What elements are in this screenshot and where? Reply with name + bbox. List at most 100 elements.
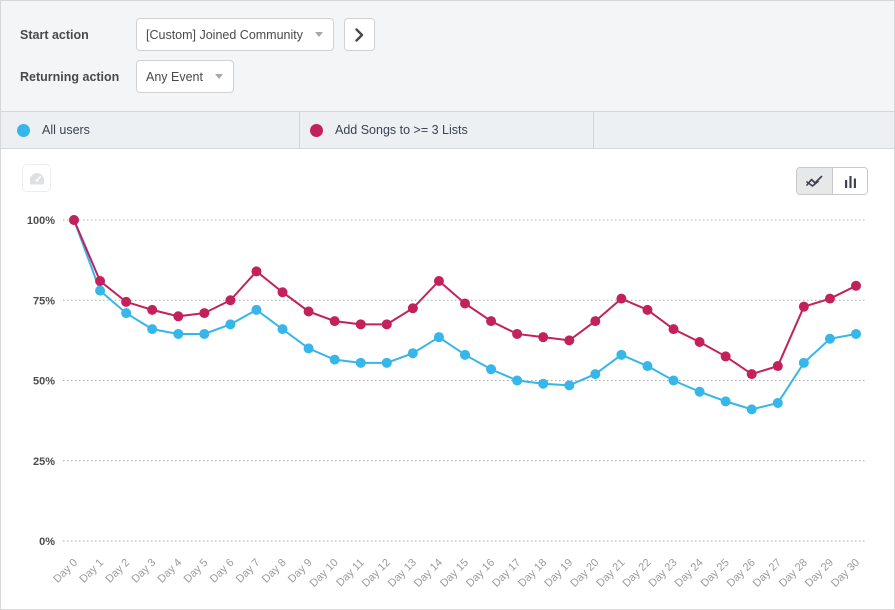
data-point[interactable] bbox=[278, 324, 288, 334]
returning-action-row: Returning action Any Event bbox=[20, 60, 234, 93]
data-point[interactable] bbox=[825, 294, 835, 304]
data-point[interactable] bbox=[669, 376, 679, 386]
data-point[interactable] bbox=[642, 305, 652, 315]
x-axis-label: Day 10 bbox=[308, 557, 341, 590]
data-point[interactable] bbox=[538, 332, 548, 342]
next-step-button[interactable] bbox=[344, 18, 375, 51]
data-point[interactable] bbox=[695, 337, 705, 347]
data-point[interactable] bbox=[747, 369, 757, 379]
data-point[interactable] bbox=[278, 287, 288, 297]
data-point[interactable] bbox=[460, 350, 470, 360]
x-axis-label: Day 6 bbox=[208, 557, 237, 586]
data-point[interactable] bbox=[773, 361, 783, 371]
data-point[interactable] bbox=[304, 343, 314, 353]
legend-item-all-users[interactable]: All users bbox=[1, 112, 300, 148]
x-axis-label: Day 19 bbox=[542, 557, 575, 590]
query-controls: Start action [Custom] Joined Community R… bbox=[1, 1, 894, 111]
data-point[interactable] bbox=[538, 379, 548, 389]
data-point[interactable] bbox=[199, 329, 209, 339]
start-action-value: [Custom] Joined Community bbox=[146, 28, 303, 42]
data-point[interactable] bbox=[69, 215, 79, 225]
data-point[interactable] bbox=[251, 305, 261, 315]
retention-line-chart[interactable]: 100%75%50%25%0%Day 0Day 1Day 2Day 3Day 4… bbox=[1, 149, 894, 609]
data-point[interactable] bbox=[512, 329, 522, 339]
data-point[interactable] bbox=[382, 358, 392, 368]
data-point[interactable] bbox=[564, 380, 574, 390]
data-point[interactable] bbox=[173, 311, 183, 321]
x-axis-label: Day 29 bbox=[803, 557, 836, 590]
x-axis-label: Day 13 bbox=[386, 557, 419, 590]
data-point[interactable] bbox=[512, 376, 522, 386]
data-point[interactable] bbox=[408, 348, 418, 358]
data-point[interactable] bbox=[382, 319, 392, 329]
data-point[interactable] bbox=[486, 316, 496, 326]
data-point[interactable] bbox=[851, 281, 861, 291]
data-point[interactable] bbox=[825, 334, 835, 344]
start-action-dropdown[interactable]: [Custom] Joined Community bbox=[136, 18, 334, 51]
x-axis-label: Day 18 bbox=[516, 557, 549, 590]
data-point[interactable] bbox=[616, 350, 626, 360]
series-dot-red bbox=[310, 124, 323, 137]
legend-label: Add Songs to >= 3 Lists bbox=[335, 123, 468, 137]
retention-report-window: Start action [Custom] Joined Community R… bbox=[0, 0, 895, 610]
x-axis-label: Day 3 bbox=[130, 557, 159, 586]
chevron-down-icon bbox=[215, 74, 223, 79]
y-axis-label: 0% bbox=[39, 536, 55, 548]
data-point[interactable] bbox=[773, 398, 783, 408]
data-point[interactable] bbox=[304, 306, 314, 316]
x-axis-label: Day 4 bbox=[156, 557, 185, 586]
data-point[interactable] bbox=[121, 308, 131, 318]
x-axis-label: Day 12 bbox=[360, 557, 393, 590]
data-point[interactable] bbox=[642, 361, 652, 371]
legend-item-add-songs[interactable]: Add Songs to >= 3 Lists bbox=[300, 112, 594, 148]
data-point[interactable] bbox=[799, 358, 809, 368]
data-point[interactable] bbox=[460, 298, 470, 308]
gauge-icon bbox=[29, 172, 45, 185]
data-point[interactable] bbox=[95, 286, 105, 296]
add-to-dashboard-button[interactable] bbox=[22, 164, 51, 192]
chevron-down-icon bbox=[315, 32, 323, 37]
data-point[interactable] bbox=[695, 387, 705, 397]
data-point[interactable] bbox=[173, 329, 183, 339]
legend-empty-cell bbox=[594, 112, 894, 148]
data-point[interactable] bbox=[408, 303, 418, 313]
data-point[interactable] bbox=[721, 351, 731, 361]
data-point[interactable] bbox=[251, 266, 261, 276]
data-point[interactable] bbox=[147, 324, 157, 334]
data-point[interactable] bbox=[95, 276, 105, 286]
chart-type-toggle bbox=[796, 167, 868, 195]
returning-action-dropdown[interactable]: Any Event bbox=[136, 60, 234, 93]
bar-view-button[interactable] bbox=[832, 168, 867, 194]
data-point[interactable] bbox=[147, 305, 157, 315]
legend-label: All users bbox=[42, 123, 90, 137]
data-point[interactable] bbox=[121, 297, 131, 307]
data-point[interactable] bbox=[669, 324, 679, 334]
x-axis-label: Day 30 bbox=[829, 557, 862, 590]
data-point[interactable] bbox=[199, 308, 209, 318]
x-axis-label: Day 21 bbox=[594, 557, 627, 590]
data-point[interactable] bbox=[590, 316, 600, 326]
data-point[interactable] bbox=[590, 369, 600, 379]
x-axis-label: Day 25 bbox=[699, 557, 732, 590]
data-point[interactable] bbox=[330, 355, 340, 365]
x-axis-label: Day 2 bbox=[103, 557, 132, 586]
data-point[interactable] bbox=[564, 335, 574, 345]
data-point[interactable] bbox=[225, 295, 235, 305]
x-axis-label: Day 0 bbox=[51, 557, 80, 586]
data-point[interactable] bbox=[747, 404, 757, 414]
data-point[interactable] bbox=[486, 364, 496, 374]
data-point[interactable] bbox=[356, 319, 366, 329]
data-point[interactable] bbox=[225, 319, 235, 329]
x-axis-label: Day 23 bbox=[647, 557, 680, 590]
y-axis-label: 100% bbox=[27, 215, 55, 227]
data-point[interactable] bbox=[330, 316, 340, 326]
data-point[interactable] bbox=[799, 302, 809, 312]
line-view-button[interactable] bbox=[797, 168, 832, 194]
data-point[interactable] bbox=[434, 332, 444, 342]
data-point[interactable] bbox=[434, 276, 444, 286]
data-point[interactable] bbox=[616, 294, 626, 304]
data-point[interactable] bbox=[721, 396, 731, 406]
data-point[interactable] bbox=[356, 358, 366, 368]
x-axis-label: Day 17 bbox=[490, 557, 523, 590]
data-point[interactable] bbox=[851, 329, 861, 339]
